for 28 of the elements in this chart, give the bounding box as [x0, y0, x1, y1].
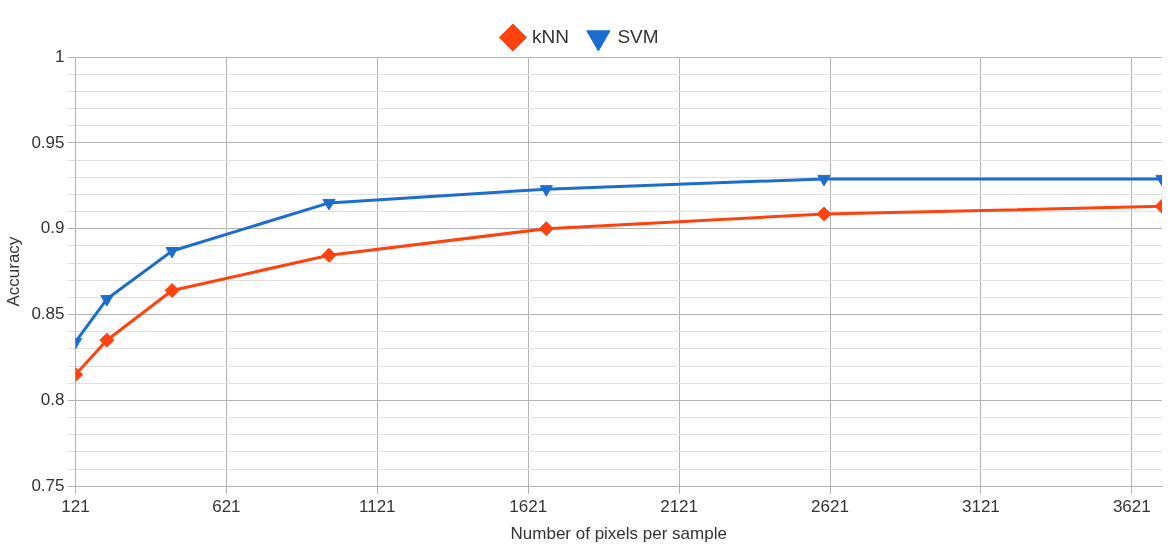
point [99, 332, 115, 348]
y-tick-label: 0.85 [31, 304, 65, 324]
x-tick-label: 3121 [962, 497, 1000, 517]
x-tick-label: 621 [212, 497, 241, 517]
x-tick-label: 3621 [1112, 497, 1151, 517]
legend-label: SVM [617, 25, 659, 47]
point [816, 206, 832, 222]
y-tick-label: 0.75 [31, 475, 65, 495]
x-tick-label: 1621 [509, 497, 548, 517]
point [322, 198, 336, 211]
point [100, 295, 114, 307]
x-tick-label: 121 [61, 497, 90, 517]
x-axis-title: Number of pixels per sample [510, 524, 727, 544]
y-tick-label: 1 [55, 46, 65, 66]
legend-label: kNN [531, 25, 569, 47]
point [165, 247, 179, 259]
point [321, 247, 337, 263]
point [538, 221, 554, 237]
x-tick-label: 1121 [359, 497, 396, 517]
point [539, 185, 553, 197]
point [817, 174, 831, 187]
y-tick-label: 0.8 [40, 390, 65, 410]
x-tick-label: 2121 [660, 497, 699, 517]
y-tick-label: 0.9 [40, 218, 65, 238]
y-tick-label: 0.95 [31, 132, 65, 152]
point [164, 282, 180, 298]
y-axis-title: Accuracy [3, 236, 23, 307]
x-tick-label: 2621 [811, 497, 849, 517]
